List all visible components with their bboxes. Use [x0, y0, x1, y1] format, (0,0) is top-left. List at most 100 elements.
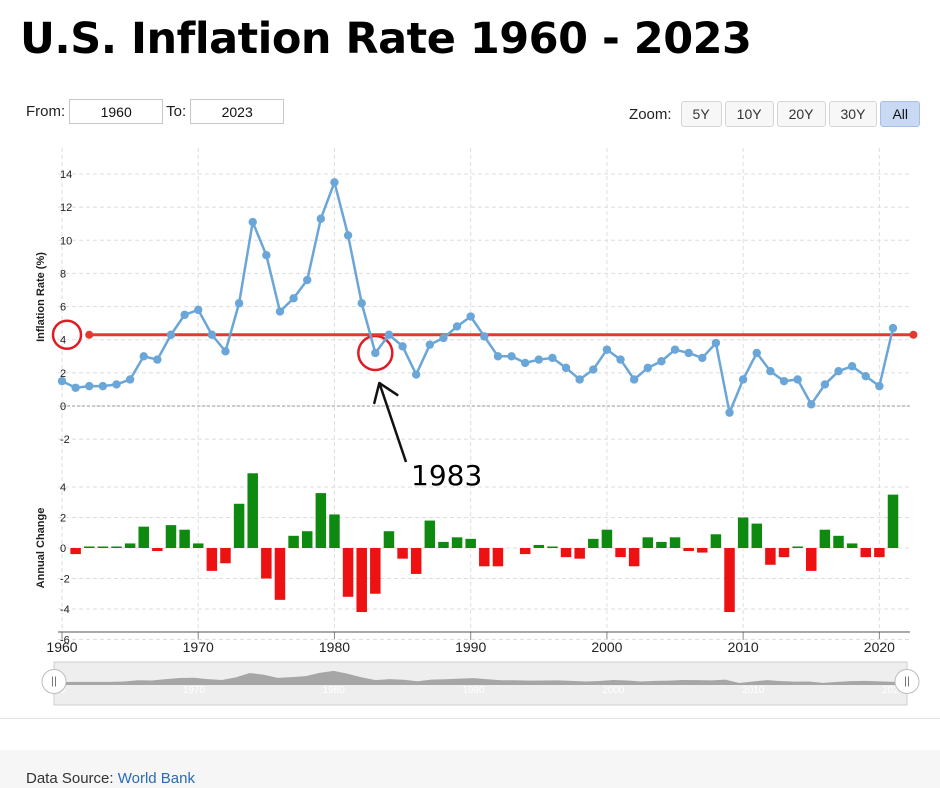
- annual-change-bar: [261, 548, 272, 579]
- y-tick-label: 12: [60, 202, 72, 214]
- inflation-point: [112, 380, 121, 389]
- annual-change-bar: [383, 531, 395, 548]
- inflation-point: [316, 214, 326, 223]
- x-tick-label: 1990: [455, 639, 486, 655]
- annual-change-bar: [737, 517, 749, 548]
- navigator-right-handle[interactable]: [894, 669, 920, 694]
- inflation-point: [589, 365, 598, 374]
- inflation-point: [343, 231, 353, 240]
- inflation-point: [834, 367, 843, 376]
- inflation-point: [493, 352, 503, 361]
- y-tick-label: 14: [60, 169, 72, 181]
- annual-change-bar: [370, 548, 381, 594]
- annual-change-bar: [846, 543, 858, 548]
- annual-change-bar: [778, 548, 790, 558]
- annual-change-bar: [288, 535, 299, 548]
- annual-change-bar: [192, 543, 204, 548]
- y-axis-title-inflation: Inflation Rate (%): [35, 252, 47, 342]
- source-link[interactable]: World Bank: [117, 770, 195, 787]
- y-axis-title-annual-change: Annual Change: [35, 508, 47, 589]
- annual-change-bar: [342, 548, 354, 597]
- reference-line-end-marker: [909, 330, 918, 339]
- annual-change-bar: [124, 543, 136, 548]
- inflation-point: [398, 342, 407, 351]
- inflation-point: [725, 408, 734, 417]
- inflation-point: [534, 355, 544, 364]
- annual-change-bar: [138, 526, 149, 548]
- inflation-point: [847, 362, 857, 371]
- annual-change-bar: [152, 548, 163, 552]
- inflation-point: [520, 358, 530, 368]
- annual-change-bar: [70, 548, 81, 555]
- y-tick-label: 4: [60, 335, 66, 347]
- annual-change-bar: [165, 525, 177, 548]
- date-range: From: 1960 To: 2023: [26, 99, 285, 124]
- annual-change-bar: [424, 520, 436, 548]
- navigator-tick-label: 1980: [323, 685, 346, 696]
- inflation-point: [507, 352, 516, 361]
- inflation-point: [357, 299, 366, 308]
- annual-change-bar: [697, 548, 708, 553]
- inflation-point: [411, 370, 421, 379]
- inflation-point: [330, 178, 339, 187]
- y-tick-label: 0: [60, 543, 66, 555]
- annual-change-bar: [724, 548, 735, 613]
- inflation-point: [234, 299, 244, 308]
- y-tick-label: 2: [60, 513, 66, 525]
- annual-change-bar: [547, 546, 558, 548]
- annual-change-bar: [179, 529, 190, 548]
- inflation-point: [602, 345, 612, 354]
- inflation-point: [684, 348, 693, 358]
- inflation-point: [766, 367, 775, 376]
- navigator-tick-label: 1990: [462, 685, 485, 696]
- navigator-tick-label: 2020: [882, 685, 905, 696]
- page-title: U.S. Inflation Rate 1960 - 2023: [20, 14, 752, 64]
- navigator-tick-label: 1970: [183, 685, 206, 696]
- inflation-point: [303, 275, 312, 285]
- inflation-point: [371, 348, 380, 358]
- annotation-arrow-head: [373, 381, 399, 405]
- zoom-30y-button[interactable]: 30Y: [828, 101, 878, 127]
- annual-change-bar: [301, 531, 313, 548]
- inflation-point: [698, 353, 707, 363]
- inflation-point: [71, 383, 80, 392]
- annual-change-bar: [642, 537, 654, 548]
- annual-change-bar: [519, 548, 531, 555]
- navigator-left-handle[interactable]: [41, 669, 67, 694]
- y-tick-label: -4: [60, 604, 70, 616]
- navigator-tick-label: 2010: [742, 685, 765, 696]
- zoom-all-button[interactable]: All: [880, 101, 920, 127]
- to-input[interactable]: 2023: [190, 99, 285, 124]
- annotation-arrow-shaft: [378, 382, 408, 463]
- inflation-point: [670, 345, 680, 354]
- annual-change-bar: [860, 548, 872, 558]
- inflation-point: [548, 353, 557, 363]
- x-tick-label: 2010: [728, 639, 759, 655]
- inflation-point: [561, 363, 571, 373]
- inflation-point: [221, 347, 230, 356]
- footer: [0, 750, 940, 788]
- zoom-10y-button[interactable]: 10Y: [724, 101, 774, 127]
- y-tick-label: 0: [60, 401, 66, 413]
- annual-change-bar: [479, 548, 490, 567]
- inflation-point: [616, 355, 625, 364]
- zoom-5y-button[interactable]: 5Y: [680, 101, 722, 127]
- annual-change-bar: [560, 548, 572, 558]
- from-input[interactable]: 1960: [69, 99, 164, 124]
- annotation-label: 1983: [411, 459, 482, 492]
- annual-change-bar: [220, 548, 231, 564]
- x-tick-label: 2020: [864, 639, 895, 655]
- annual-change-bar: [233, 503, 245, 548]
- x-tick-label: 1980: [319, 639, 350, 655]
- annual-change-bar: [97, 546, 109, 548]
- zoom-20y-button[interactable]: 20Y: [776, 101, 826, 127]
- annual-change-bar: [833, 535, 844, 548]
- annual-change-bar: [465, 538, 476, 548]
- zoom-label: Zoom:: [629, 105, 672, 123]
- y-tick-label: 4: [60, 482, 66, 494]
- inflation-point: [793, 375, 802, 384]
- annual-change-bar: [111, 546, 122, 548]
- inflation-point: [57, 376, 67, 386]
- inflation-point: [480, 332, 489, 341]
- y-tick-label: 2: [60, 368, 66, 380]
